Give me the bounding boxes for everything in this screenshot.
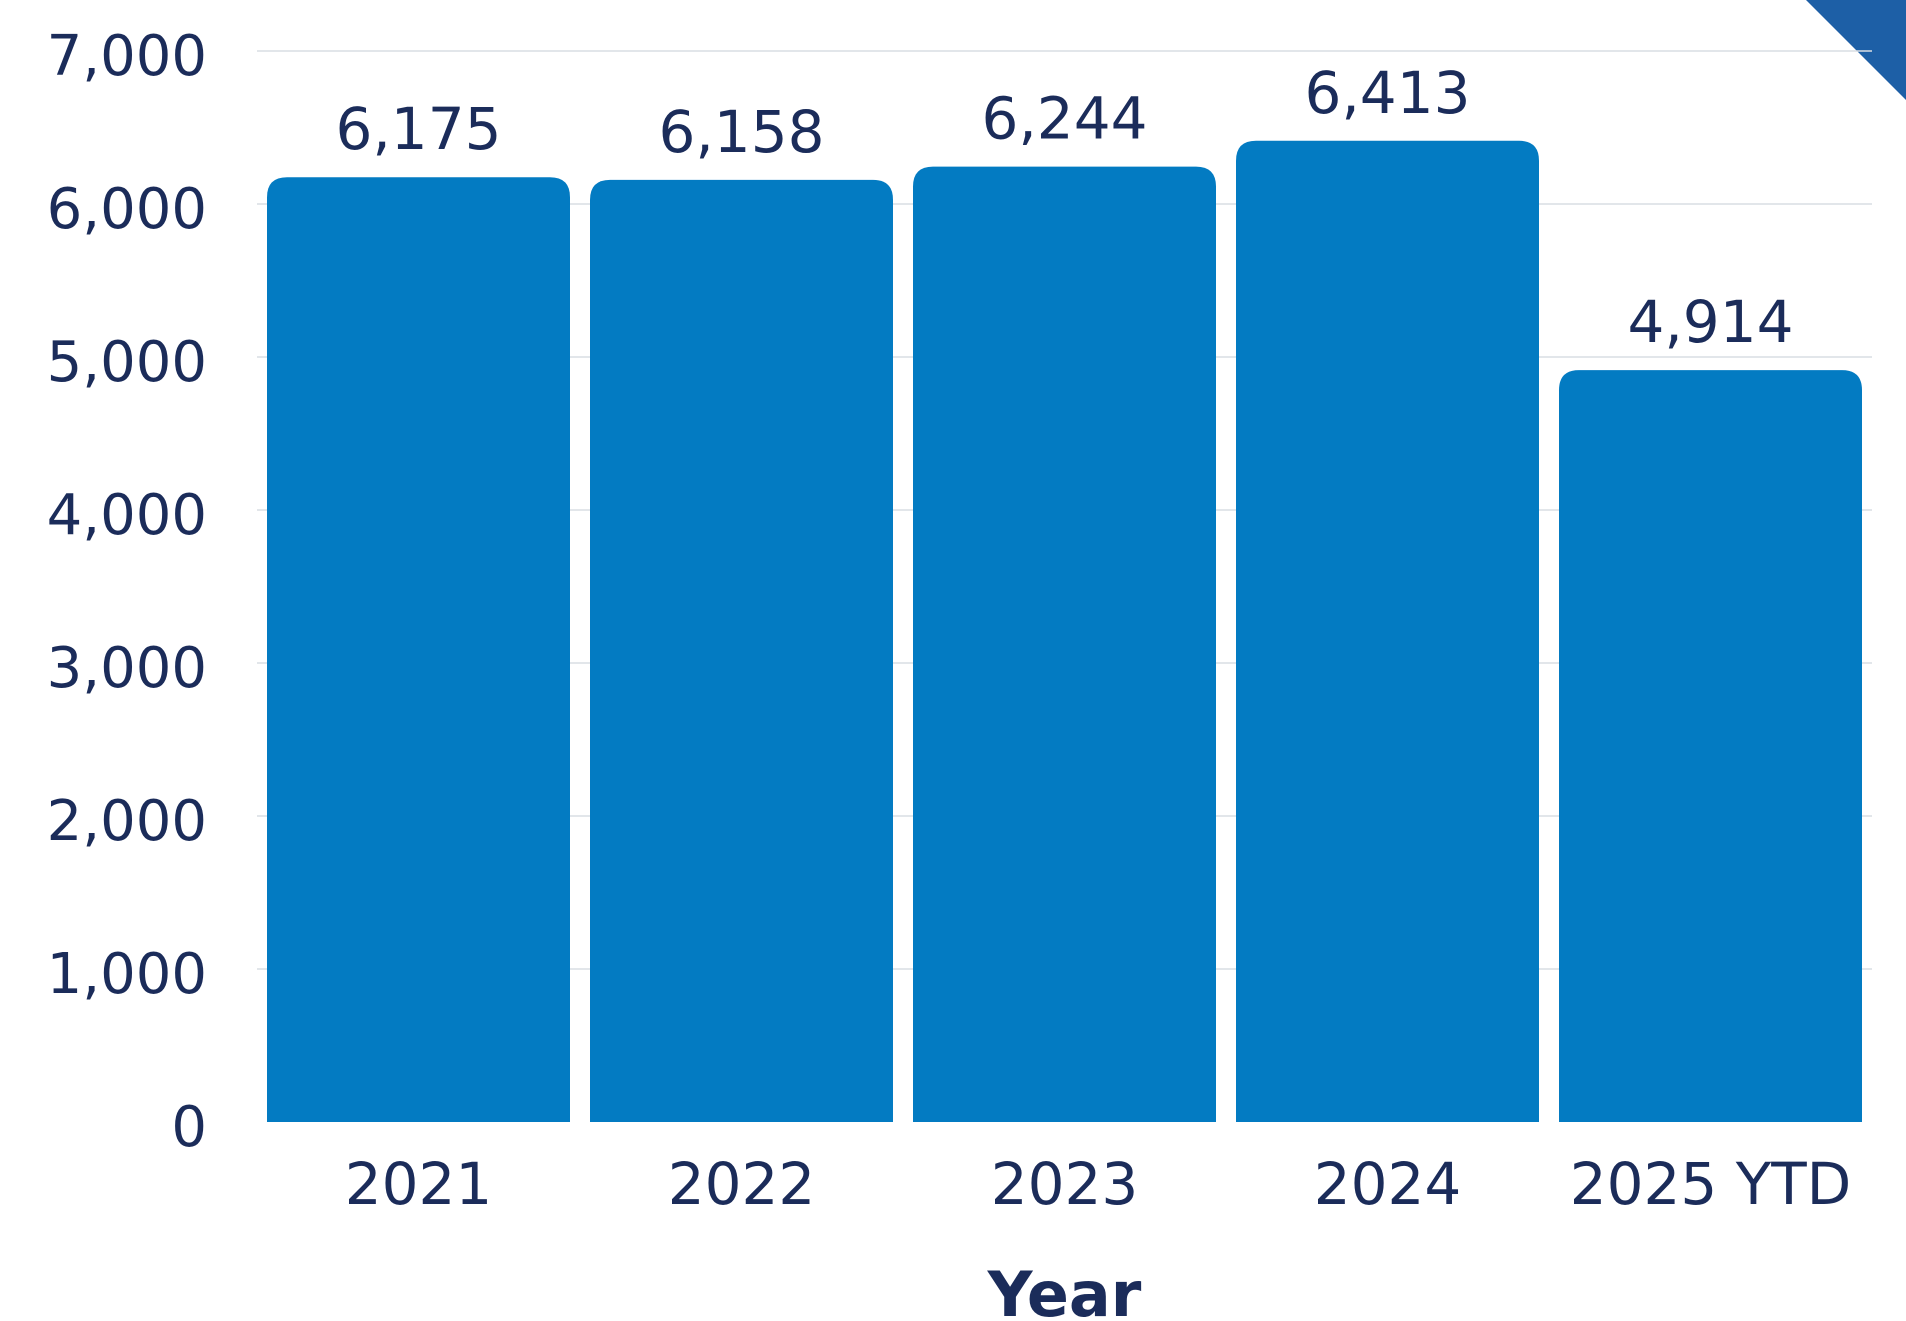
y-tick-label: 5,000 [47, 330, 207, 395]
x-tick-label: 2025 YTD [1570, 1150, 1852, 1218]
bar [1236, 140, 1539, 1122]
data-label: 6,413 [1304, 59, 1470, 127]
bar [590, 179, 893, 1123]
y-tick-label: 7,000 [47, 24, 207, 89]
data-label: 6,175 [335, 95, 501, 163]
bar [1559, 370, 1862, 1123]
x-axis-title: Year [987, 1258, 1142, 1321]
y-tick-label: 0 [171, 1095, 207, 1160]
x-tick-label: 2022 [668, 1150, 816, 1218]
x-tick-label: 2024 [1314, 1150, 1462, 1218]
y-tick-label: 4,000 [47, 483, 207, 548]
y-tick-label: 1,000 [47, 942, 207, 1007]
bar [913, 166, 1216, 1123]
data-labels: 6,175 6,158 6,244 6,413 4,914 [335, 59, 1793, 356]
data-label: 4,914 [1627, 288, 1793, 356]
x-tick-label: 2023 [991, 1150, 1139, 1218]
x-tick-label: 2021 [345, 1150, 493, 1218]
y-tick-label: 6,000 [47, 177, 207, 242]
y-axis-ticks: 0 1,000 2,000 3,000 4,000 5,000 6,000 7,000 [47, 24, 207, 1160]
bar [267, 177, 570, 1123]
y-tick-label: 2,000 [47, 789, 207, 854]
data-label: 6,244 [981, 85, 1147, 153]
y-tick-label: 3,000 [47, 636, 207, 701]
corner-accent [1806, 0, 1906, 100]
x-axis-ticks: 2021 2022 2023 2024 2025 YTD [345, 1150, 1852, 1218]
bars [267, 140, 1862, 1123]
data-label: 6,158 [658, 98, 824, 166]
